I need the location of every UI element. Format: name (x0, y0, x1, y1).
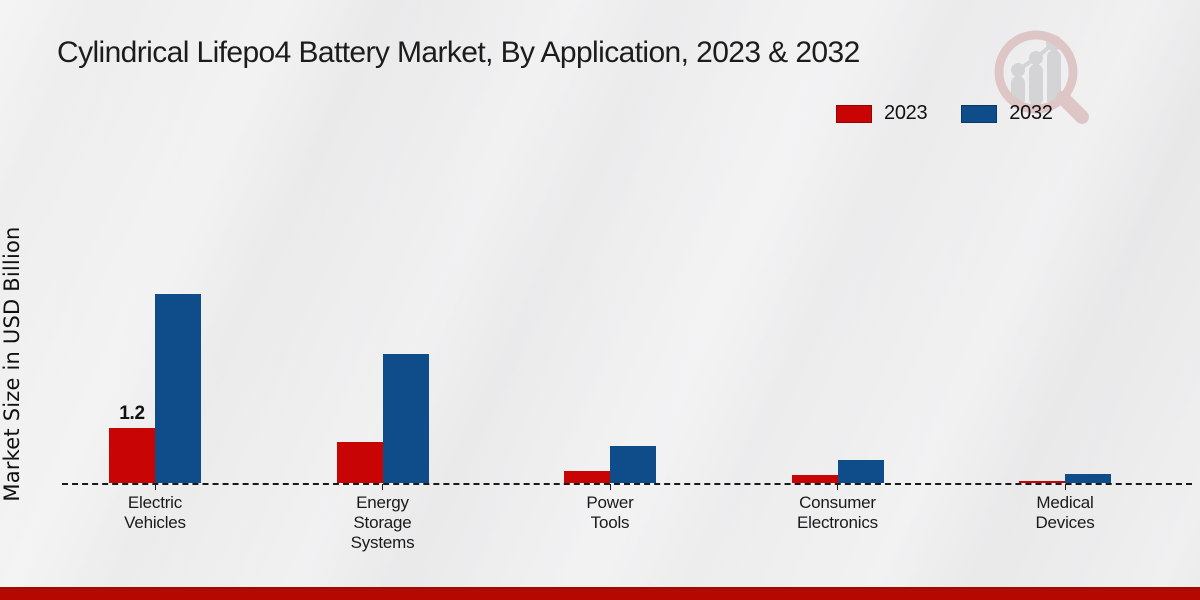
bar-2023-4 (791, 475, 838, 483)
category-label: Power Tools (586, 493, 634, 532)
bar-2032-2 (382, 354, 429, 483)
legend-swatch-2032 (961, 104, 998, 123)
x-axis-tick (609, 484, 611, 490)
legend-item-2032: 2032 (961, 102, 1053, 125)
x-axis-tick (1064, 484, 1066, 490)
chart-legend: 2023 2032 (836, 102, 1053, 125)
bar-2032-1 (155, 294, 201, 483)
legend-swatch-2023 (836, 104, 872, 123)
bar-2023-5 (1019, 481, 1065, 483)
bar-2032-5 (1065, 474, 1111, 483)
x-axis-tick (382, 484, 383, 490)
x-axis-tick (837, 484, 838, 490)
legend-label-2032: 2032 (1009, 102, 1053, 124)
category-label: Energy Storage Systems (350, 493, 415, 552)
bar-2023-1 (109, 428, 155, 483)
bar-2023-2 (336, 442, 383, 483)
category-label: Consumer Electronics (797, 493, 878, 532)
footer-accent-bar (0, 587, 1200, 600)
bar-2032-3 (610, 446, 656, 483)
legend-label-2023: 2023 (884, 102, 928, 124)
legend-item-2023: 2023 (836, 102, 928, 125)
chart-title: Cylindrical Lifepo4 Battery Market, By A… (57, 36, 860, 69)
category-label: Electric Vehicles (124, 493, 186, 532)
bar-2032-4 (837, 460, 884, 483)
bar-data-label: 1.2 (119, 402, 145, 424)
x-axis-tick (154, 484, 156, 490)
bar-2023-3 (564, 471, 610, 483)
x-axis-baseline (62, 483, 1192, 485)
category-label: Medical Devices (1035, 493, 1095, 532)
